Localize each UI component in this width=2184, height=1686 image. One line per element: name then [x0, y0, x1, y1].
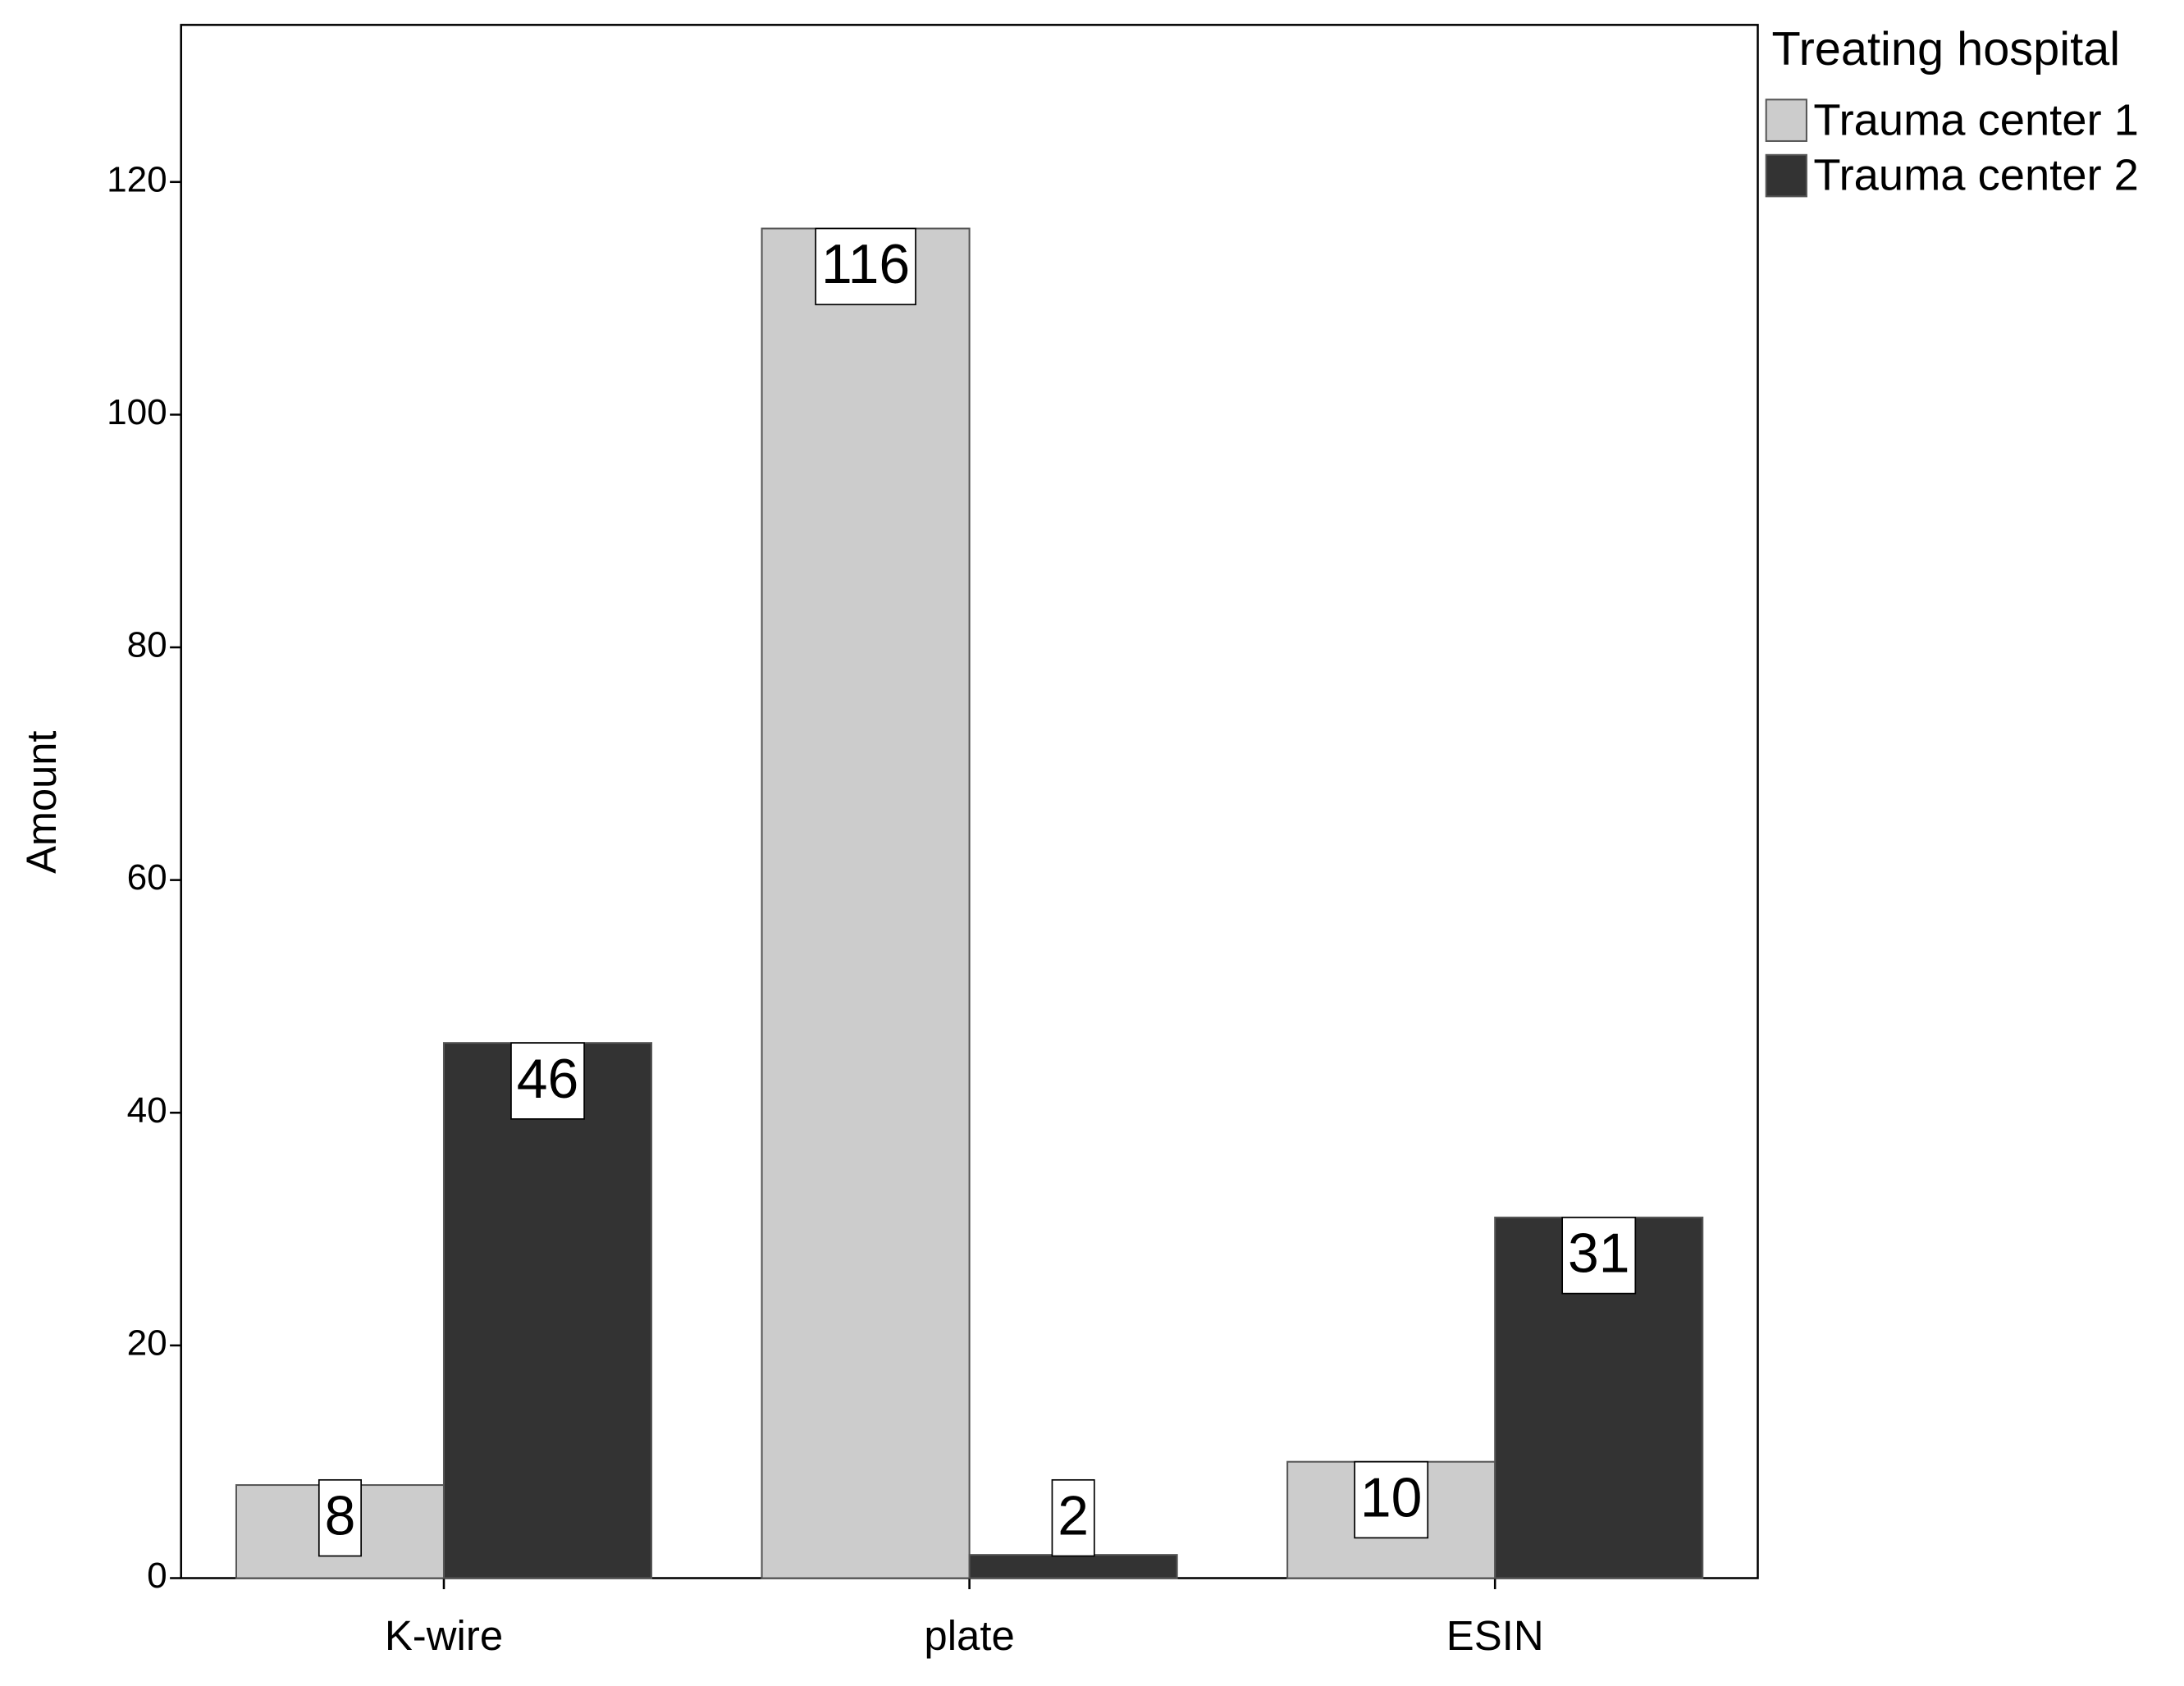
legend-label: Trauma center 2 — [1813, 151, 2138, 200]
bar — [761, 227, 971, 1579]
y-tick-label: 60 — [127, 857, 167, 898]
legend-swatch — [1765, 98, 1807, 142]
x-tick-label: ESIN — [1446, 1612, 1544, 1659]
bar — [968, 1554, 1178, 1579]
y-tick-label: 40 — [127, 1090, 167, 1131]
value-label-box — [1561, 1217, 1637, 1295]
y-axis-label: Amount — [18, 731, 65, 874]
y-tick-label: 0 — [147, 1556, 167, 1596]
legend-swatch — [1765, 153, 1807, 198]
value-label: 10 — [1360, 1468, 1423, 1529]
value-label: 31 — [1568, 1223, 1630, 1285]
x-tick-label: K-wire — [385, 1612, 503, 1659]
value-label: 8 — [325, 1486, 356, 1547]
legend-label: Trauma center 1 — [1813, 95, 2138, 144]
value-label: 2 — [1058, 1486, 1089, 1547]
legend-title: Treating hospital — [1771, 23, 2120, 75]
value-label-box — [1051, 1478, 1095, 1557]
x-tick-label: plate — [924, 1612, 1014, 1659]
y-tick-label: 80 — [127, 625, 167, 665]
value-label-box — [318, 1478, 363, 1557]
y-tick-label: 120 — [107, 160, 167, 200]
y-tick-label: 100 — [107, 392, 167, 432]
value-label: 116 — [821, 234, 910, 295]
value-label-box — [815, 227, 916, 306]
value-label-box — [1354, 1460, 1429, 1539]
value-label: 46 — [517, 1049, 579, 1110]
value-label-box — [510, 1042, 585, 1120]
bar — [442, 1042, 653, 1579]
y-tick-label: 20 — [127, 1323, 167, 1364]
